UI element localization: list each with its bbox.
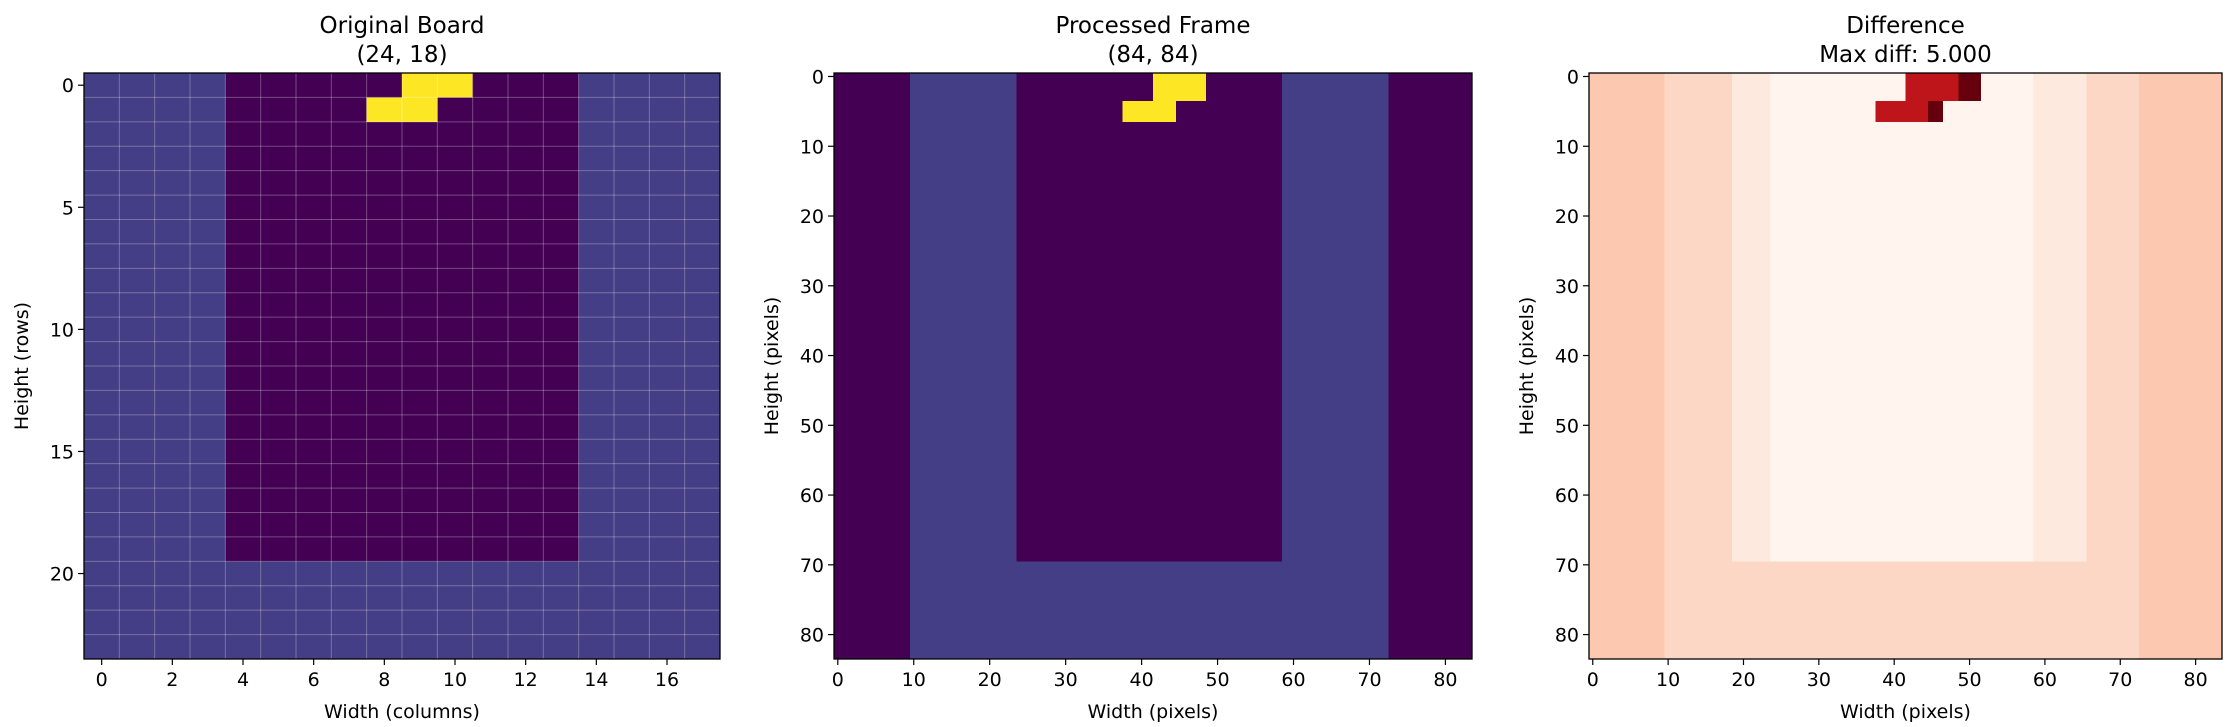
y-tick-label: 20 xyxy=(50,564,74,586)
y-axis-label: Height (pixels) xyxy=(1516,297,1538,436)
x-tick-label: 80 xyxy=(2184,669,2208,691)
y-tick-label: 20 xyxy=(1555,206,1579,228)
heatmap-cell-well-2 xyxy=(1016,73,1283,562)
x-tick-label: 0 xyxy=(96,669,108,691)
y-tick-label: 70 xyxy=(800,555,824,577)
x-tick-label: 70 xyxy=(2108,669,2132,691)
y-axis-label: Height (rows) xyxy=(11,302,33,430)
x-tick-label: 70 xyxy=(1357,669,1381,691)
chart-title-line: (24, 18) xyxy=(356,42,447,68)
x-tick-label: 60 xyxy=(1281,669,1305,691)
x-tick-label: 30 xyxy=(1807,669,1831,691)
chart-title-line: Original Board xyxy=(320,13,485,39)
chart-title: Difference Max diff: 5.000 xyxy=(1819,13,1992,68)
y-tick-label: 0 xyxy=(62,75,74,97)
y-tick-label: 30 xyxy=(800,276,824,298)
heatmap-cell-piece-diff-max-5 xyxy=(1958,73,1981,101)
axes-frame xyxy=(1588,72,2223,660)
x-tick-label: 12 xyxy=(514,669,538,691)
y-tick-label: 70 xyxy=(1555,555,1579,577)
y-tick-label: 0 xyxy=(812,66,824,88)
x-tick-label: 30 xyxy=(1054,669,1078,691)
y-tick-label: 10 xyxy=(50,319,74,341)
heatmap-cell-piece-diff-6 xyxy=(1875,100,1929,122)
heatmap-cell-well-1 xyxy=(225,73,579,562)
x-tick-label: 0 xyxy=(832,669,844,691)
chart-panel-2: 0 10 20 30 40 50 60 70 80 0 10 20 30 40 50 60 70 80 Width … xyxy=(761,13,1473,723)
chart-title-line: Processed Frame xyxy=(1056,13,1251,39)
x-axis-label: Width (pixels) xyxy=(1840,701,1971,723)
heatmap-cell-piece-2 xyxy=(402,73,473,98)
y-tick-label: 80 xyxy=(800,625,824,647)
y-tick-label: 10 xyxy=(1555,136,1579,158)
y-tick-label: 20 xyxy=(800,206,824,228)
x-tick-label: 14 xyxy=(584,669,608,691)
y-tick-label: 50 xyxy=(800,415,824,437)
y-tick-label: 15 xyxy=(50,441,74,463)
x-axis-label: Width (columns) xyxy=(324,701,480,723)
x-tick-label: 0 xyxy=(1587,669,1599,691)
x-tick-label: 4 xyxy=(237,669,249,691)
y-tick-label: 50 xyxy=(1555,415,1579,437)
chart-title-line: (84, 84) xyxy=(1107,42,1198,68)
chart-title-line: Difference xyxy=(1846,13,1965,39)
x-tick-label: 16 xyxy=(655,669,679,691)
x-tick-label: 8 xyxy=(378,669,390,691)
y-tick-label: 40 xyxy=(1555,346,1579,368)
x-tick-label: 20 xyxy=(978,669,1002,691)
cell-grid xyxy=(84,73,720,659)
heatmap-cell-piece-3 xyxy=(366,97,438,122)
y-tick-label: 60 xyxy=(1555,485,1579,507)
x-tick-label: 50 xyxy=(1957,669,1981,691)
axes-frame xyxy=(833,72,1473,660)
x-axis-label: Width (pixels) xyxy=(1088,701,1219,723)
heatmap-cell-piece-3 xyxy=(1153,73,1207,101)
chart-panel-3: 0 10 20 30 40 50 60 70 80 0 10 20 30 40 50 60 70 80 Width … xyxy=(1516,13,2223,723)
y-tick-label: 80 xyxy=(1555,625,1579,647)
x-tick-label: 20 xyxy=(1731,669,1755,691)
y-tick-label: 10 xyxy=(800,136,824,158)
heatmap-cell-piece-diff-4 xyxy=(1905,73,1959,101)
chart-title: Processed Frame (84, 84) xyxy=(1056,13,1251,68)
x-tick-label: 60 xyxy=(2033,669,2057,691)
y-tick-label: 60 xyxy=(800,485,824,507)
x-tick-label: 40 xyxy=(1130,669,1154,691)
y-tick-label: 0 xyxy=(1567,66,1579,88)
heatmap-cell-center-3 xyxy=(1769,73,2034,562)
x-tick-label: 10 xyxy=(443,669,467,691)
x-tick-label: 2 xyxy=(166,669,178,691)
chart-title-line: Max diff: 5.000 xyxy=(1819,42,1992,68)
chart-title: Original Board (24, 18) xyxy=(320,13,485,68)
y-tick-label: 40 xyxy=(800,346,824,368)
x-tick-label: 6 xyxy=(308,669,320,691)
x-tick-label: 80 xyxy=(1433,669,1457,691)
y-axis-label: Height (pixels) xyxy=(761,297,783,436)
x-tick-label: 10 xyxy=(1656,669,1680,691)
heatmap-cell-piece-4 xyxy=(1122,100,1176,122)
y-tick-label: 30 xyxy=(1555,276,1579,298)
x-tick-label: 10 xyxy=(902,669,926,691)
axes-frame xyxy=(83,72,721,660)
x-tick-label: 50 xyxy=(1205,669,1229,691)
heatmap-cell-piece-diff-max-7 xyxy=(1928,100,1944,122)
chart-panel-1: 0 2 4 6 8 10 12 14 16 0 5 10 15 20 Width (columns) Heig… xyxy=(11,13,721,723)
y-tick-label: 5 xyxy=(62,197,74,219)
x-tick-label: 40 xyxy=(1882,669,1906,691)
